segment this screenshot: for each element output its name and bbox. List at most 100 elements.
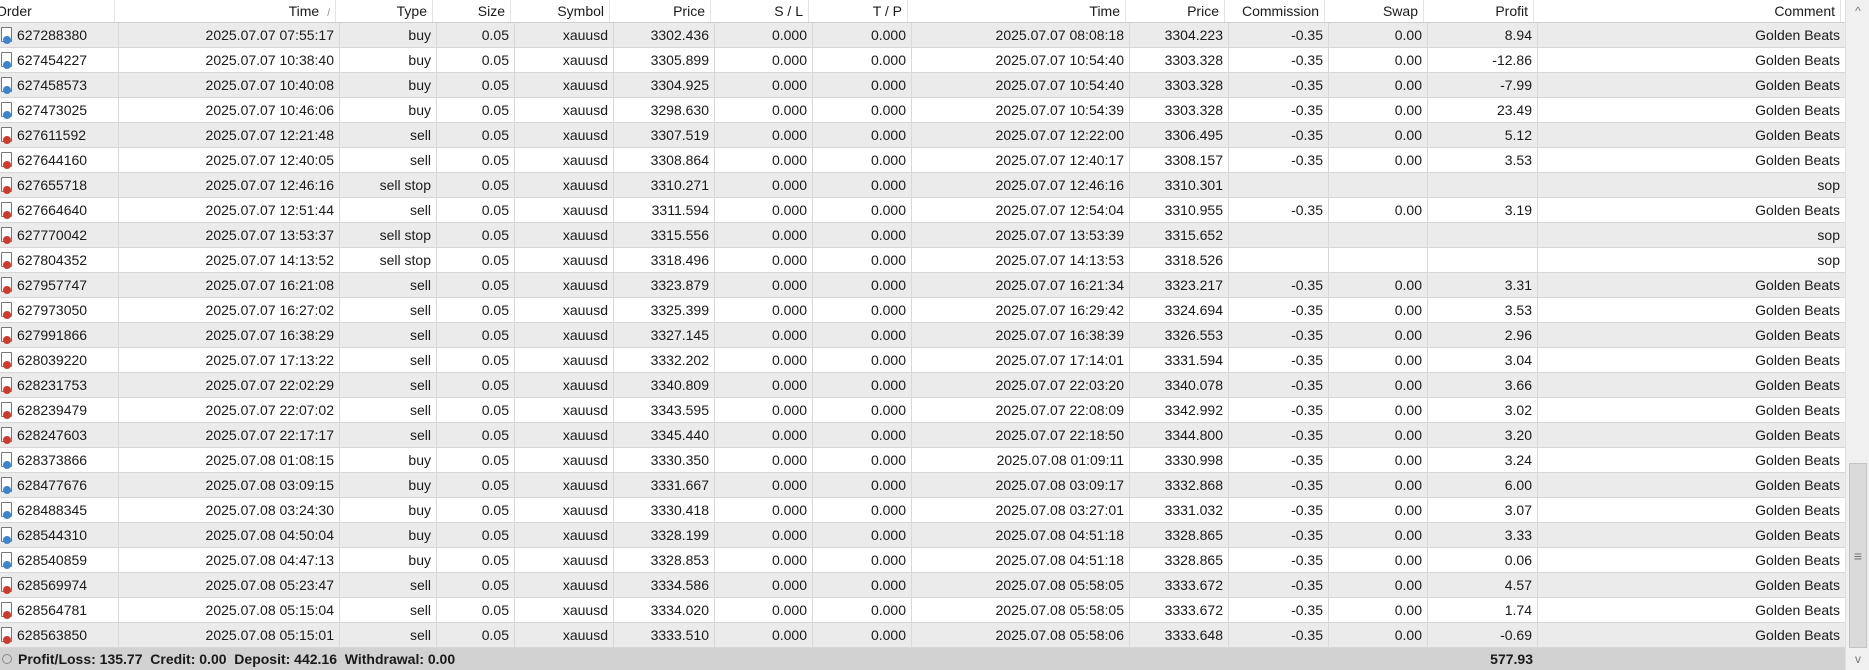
table-row[interactable]: 628569974 2025.07.08 05:23:47 sell 0.05 xauu… (0, 573, 1845, 598)
table-row[interactable]: 628540859 2025.07.08 04:47:13 buy 0.05 xauus… (0, 548, 1845, 573)
column-header-stop-loss[interactable]: S / L (711, 0, 809, 22)
cell-stop-loss: 0.000 (715, 623, 813, 647)
sell-order-icon (0, 177, 12, 194)
total-profit: 577.93 (1490, 651, 1533, 667)
cell-swap: 0.00 (1329, 473, 1428, 497)
cell-take-profit: 0.000 (813, 573, 912, 597)
column-header-size[interactable]: Size (433, 0, 511, 22)
cell-commission (1229, 223, 1329, 247)
cell-swap: 0.00 (1329, 423, 1428, 447)
cell-symbol: xauusd (515, 598, 614, 622)
cell-take-profit: 0.000 (813, 498, 912, 522)
table-row[interactable]: 627957747 2025.07.07 16:21:08 sell 0.05 xauu… (0, 273, 1845, 298)
vertical-scrollbar[interactable]: ^ ≡ v (1845, 0, 1869, 670)
table-row[interactable]: 628247603 2025.07.07 22:17:17 sell 0.05 xauu… (0, 423, 1845, 448)
cell-close-time: 2025.07.07 08:08:18 (912, 23, 1130, 47)
table-row[interactable]: 627473025 2025.07.07 10:46:06 buy 0.05 xauus… (0, 98, 1845, 123)
scroll-down-icon[interactable]: v (1855, 652, 1861, 666)
cell-open-price: 3327.145 (614, 323, 715, 347)
cell-close-price: 3333.672 (1130, 573, 1229, 597)
column-header-label: Swap (1382, 3, 1418, 19)
cell-profit: 5.12 (1428, 123, 1538, 147)
column-header-order[interactable]: Order (0, 0, 115, 22)
cell-close-time: 2025.07.07 22:03:20 (912, 373, 1130, 397)
cell-swap: 0.00 (1329, 298, 1428, 322)
cell-swap: 0.00 (1329, 498, 1428, 522)
column-header-close-price[interactable]: Price (1126, 0, 1225, 22)
table-row[interactable]: 627454227 2025.07.07 10:38:40 buy 0.05 xauus… (0, 48, 1845, 73)
table-row[interactable]: 627664640 2025.07.07 12:51:44 sell 0.05 xauu… (0, 198, 1845, 223)
cell-size: 0.05 (437, 23, 515, 47)
column-header-take-profit[interactable]: T / P (809, 0, 908, 22)
cell-close-price: 3342.992 (1130, 398, 1229, 422)
table-row[interactable]: 628563850 2025.07.08 05:15:01 sell 0.05 xauu… (0, 623, 1845, 648)
cell-take-profit: 0.000 (813, 198, 912, 222)
cell-comment: Golden Beats (1755, 202, 1840, 218)
cell-commission: -0.35 (1229, 273, 1329, 297)
table-row[interactable]: 628477676 2025.07.08 03:09:15 buy 0.05 xauus… (0, 473, 1845, 498)
table-row[interactable]: 627991866 2025.07.07 16:38:29 sell 0.05 xauu… (0, 323, 1845, 348)
cell-order: 628564781 (0, 598, 119, 622)
table-row[interactable]: 627611592 2025.07.07 12:21:48 sell 0.05 xauu… (0, 123, 1845, 148)
table-row[interactable]: 628039220 2025.07.07 17:13:22 sell 0.05 xauu… (0, 348, 1845, 373)
table-row[interactable]: 627458573 2025.07.07 10:40:08 buy 0.05 xauus… (0, 73, 1845, 98)
table-row[interactable]: 628239479 2025.07.07 22:07:02 sell 0.05 xauu… (0, 398, 1845, 423)
cell-symbol: xauusd (515, 223, 614, 247)
column-header-symbol[interactable]: Symbol (511, 0, 610, 22)
column-header-comment[interactable]: Comment (1534, 0, 1841, 22)
cell-commission: -0.35 (1229, 323, 1329, 347)
cell-symbol: xauusd (515, 123, 614, 147)
column-header-close-time[interactable]: Time (908, 0, 1126, 22)
cell-close-price: 3303.328 (1130, 73, 1229, 97)
cell-order: 628563850 (0, 623, 119, 647)
table-row[interactable]: 627655718 2025.07.07 12:46:16 sell stop 0.0… (0, 173, 1845, 198)
cell-take-profit: 0.000 (813, 223, 912, 247)
cell-open-time: 2025.07.08 05:23:47 (119, 573, 340, 597)
cell-profit: 8.94 (1428, 23, 1538, 47)
order-id: 628373866 (17, 451, 88, 468)
table-row[interactable]: 628231753 2025.07.07 22:02:29 sell 0.05 xauu… (0, 373, 1845, 398)
cell-symbol: xauusd (515, 298, 614, 322)
column-header-open-time[interactable]: Time / (115, 0, 336, 22)
sell-order-icon (0, 127, 12, 144)
table-row[interactable]: 628488345 2025.07.08 03:24:30 buy 0.05 xauus… (0, 498, 1845, 523)
table-row[interactable]: 627770042 2025.07.07 13:53:37 sell stop 0.0… (0, 223, 1845, 248)
cell-open-time: 2025.07.07 10:46:06 (119, 98, 340, 122)
cell-open-time: 2025.07.08 05:15:01 (119, 623, 340, 647)
cell-size: 0.05 (437, 173, 515, 197)
cell-size: 0.05 (437, 123, 515, 147)
cell-stop-loss: 0.000 (715, 223, 813, 247)
cell-open-price: 3318.496 (614, 248, 715, 272)
table-row[interactable]: 627644160 2025.07.07 12:40:05 sell 0.05 xauu… (0, 148, 1845, 173)
buy-order-icon (0, 527, 12, 544)
table-row[interactable]: 627973050 2025.07.07 16:27:02 sell 0.05 xauu… (0, 298, 1845, 323)
column-header-label: Time (1089, 3, 1120, 19)
cell-order: 627454227 (0, 48, 119, 72)
table-row[interactable]: 627288380 2025.07.07 07:55:17 buy 0.05 xauus… (0, 23, 1845, 48)
table-row[interactable]: 628373866 2025.07.08 01:08:15 buy 0.05 xauus… (0, 448, 1845, 473)
cell-symbol: xauusd (515, 623, 614, 647)
cell-swap: 0.00 (1329, 623, 1428, 647)
cell-stop-loss: 0.000 (715, 123, 813, 147)
cell-type: buy (340, 523, 437, 547)
column-header-profit[interactable]: Profit (1424, 0, 1534, 22)
cell-take-profit: 0.000 (813, 48, 912, 72)
cell-close-time: 2025.07.07 14:13:53 (912, 248, 1130, 272)
cell-order: 627458573 (0, 73, 119, 97)
table-row[interactable]: 628544310 2025.07.08 04:50:04 buy 0.05 xauus… (0, 523, 1845, 548)
column-header-swap[interactable]: Swap (1325, 0, 1424, 22)
scroll-up-icon[interactable]: ^ (1855, 4, 1861, 18)
cell-open-price: 3328.199 (614, 523, 715, 547)
column-header-commission[interactable]: Commission (1225, 0, 1325, 22)
scroll-thumb[interactable]: ≡ (1849, 463, 1867, 648)
table-row[interactable]: 627804352 2025.07.07 14:13:52 sell stop 0.0… (0, 248, 1845, 273)
column-header-open-price[interactable]: Price (610, 0, 711, 22)
table-row[interactable]: 628564781 2025.07.08 05:15:04 sell 0.05 xauu… (0, 598, 1845, 623)
sell-order-icon (0, 202, 12, 219)
cell-close-price: 3303.328 (1130, 48, 1229, 72)
cell-profit: 4.57 (1428, 573, 1538, 597)
cell-close-price: 3328.865 (1130, 548, 1229, 572)
column-header-type[interactable]: Type (336, 0, 433, 22)
cell-open-time: 2025.07.08 05:15:04 (119, 598, 340, 622)
cell-close-time: 2025.07.07 17:14:01 (912, 348, 1130, 372)
